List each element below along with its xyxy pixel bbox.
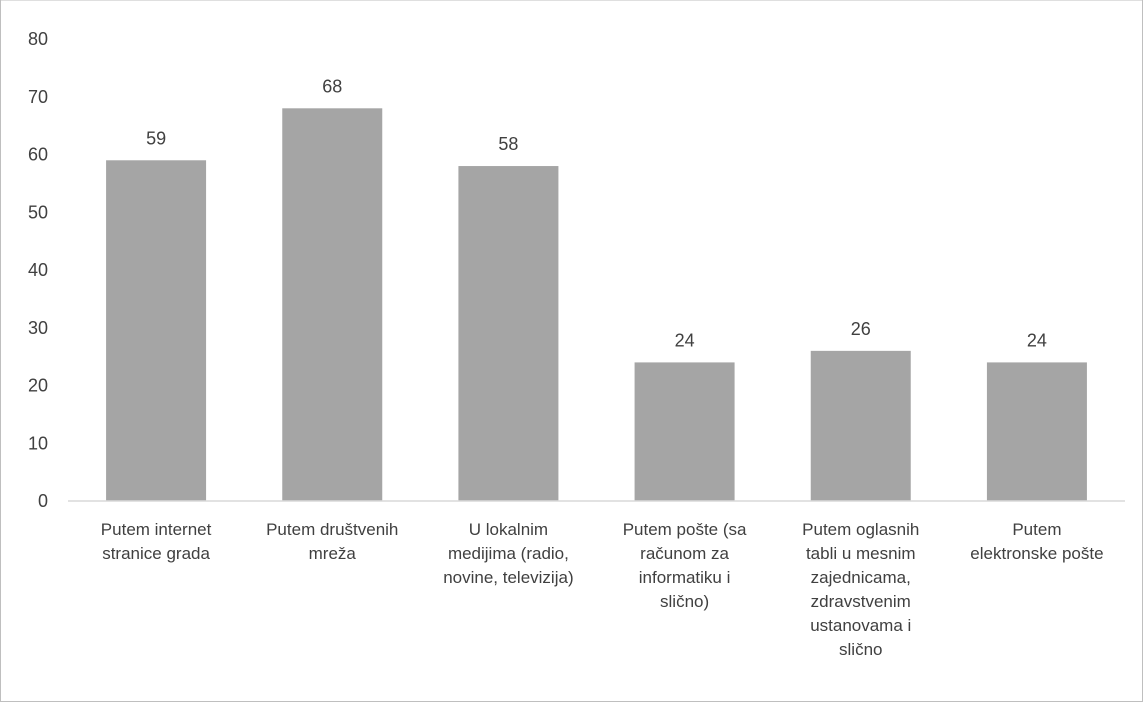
bar [986,362,1087,501]
category-label-line: Putem oglasnih [802,520,919,539]
data-label: 59 [146,128,166,148]
bars-group [106,108,1087,502]
y-tick-label: 80 [28,29,48,49]
y-tick-label: 20 [28,376,48,396]
category-label-line: Putem [1012,520,1061,539]
data-label: 24 [1027,330,1047,350]
category-label-line: računom za [640,544,729,563]
category-label-line: zdravstvenim [811,592,911,611]
category-label-line: Putem internet [101,520,212,539]
category-label-line: Putem društvenih [266,520,398,539]
y-tick-label: 70 [28,87,48,107]
y-tick-label: 30 [28,318,48,338]
category-label-line: elektronske pošte [970,544,1103,563]
y-tick-label: 60 [28,145,48,165]
bar [106,160,207,501]
data-label: 26 [851,319,871,339]
category-label: Putem oglasnih tabli u mesnim zajednicama,… [802,520,919,659]
data-label: 68 [322,76,342,96]
y-tick-label: 0 [38,491,48,511]
category-label-line: informatiku i [639,568,731,587]
category-label-line: novine, televizija) [443,568,573,587]
category-label: U lokalnim medijima (radio, novine, televi… [443,520,573,587]
category-label: Putem elektronske pošte [970,520,1103,563]
y-tick-label: 50 [28,202,48,222]
category-label-line: tabli u mesnim [806,544,916,563]
category-label-line: medijima (radio, [448,544,569,563]
data-label: 24 [675,330,695,350]
y-axis-ticks: 0 10 20 30 40 50 60 70 80 [28,29,48,511]
data-labels-group: 59 68 58 24 26 24 [146,76,1047,350]
category-label-line: mreža [309,544,357,563]
y-tick-label: 10 [28,433,48,453]
category-labels-group: Putem internet stranice grada Putem društv… [101,520,1104,659]
bar [810,350,911,501]
category-label-line: U lokalnim [469,520,548,539]
category-label: Putem pošte (sa računom za informatiku i sl… [623,520,747,611]
category-label: Putem internet stranice grada [101,520,212,563]
data-label: 58 [498,134,518,154]
category-label-line: slično) [660,592,709,611]
category-label-line: zajednicama, [811,568,911,587]
bar [458,166,559,502]
category-label-line: Putem pošte (sa [623,520,747,539]
y-tick-label: 40 [28,260,48,280]
bar [634,362,735,501]
category-label: Putem društvenih mreža [266,520,398,563]
bar [282,108,383,502]
category-label-line: stranice grada [102,544,210,563]
category-label-line: ustanovama i [810,616,911,635]
category-label-line: slično [839,640,882,659]
